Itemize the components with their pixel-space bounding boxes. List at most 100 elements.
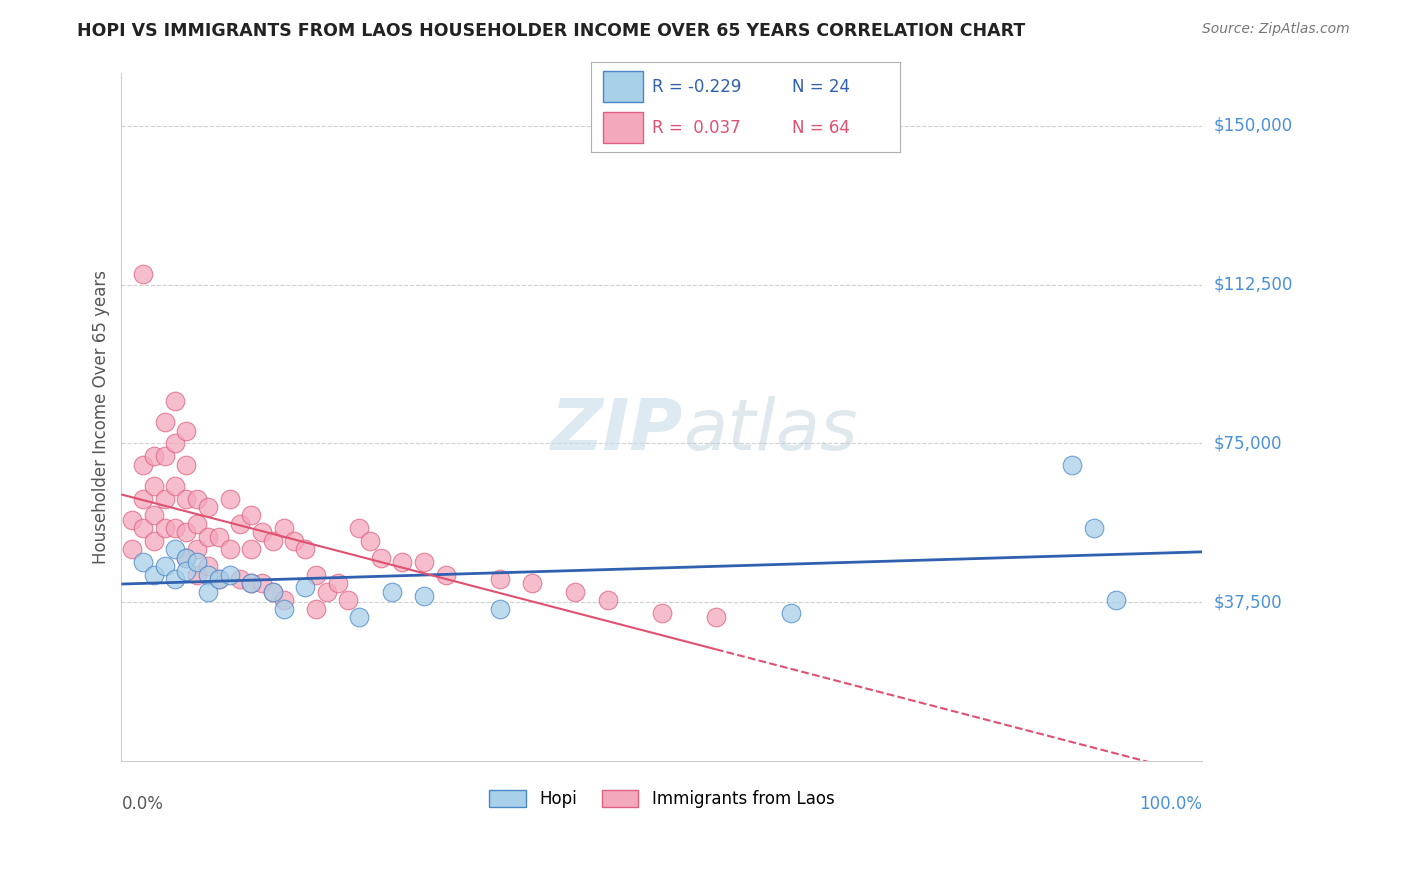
Point — [153, 491, 176, 506]
Point — [165, 394, 187, 409]
Point — [142, 479, 165, 493]
Point — [391, 555, 413, 569]
Point — [780, 606, 803, 620]
Point — [165, 572, 187, 586]
Point — [1104, 593, 1126, 607]
Point — [142, 449, 165, 463]
Point — [165, 436, 187, 450]
Text: Source: ZipAtlas.com: Source: ZipAtlas.com — [1202, 22, 1350, 37]
Point — [240, 508, 263, 523]
Point — [165, 479, 187, 493]
Point — [240, 542, 263, 557]
FancyBboxPatch shape — [603, 71, 643, 102]
Point — [197, 530, 219, 544]
Point — [381, 584, 404, 599]
Point — [273, 601, 295, 615]
Point — [142, 508, 165, 523]
Point — [208, 530, 231, 544]
Point — [132, 267, 155, 281]
Point — [413, 555, 436, 569]
Point — [121, 513, 143, 527]
Point — [337, 593, 360, 607]
Point — [250, 525, 273, 540]
Text: HOPI VS IMMIGRANTS FROM LAOS HOUSEHOLDER INCOME OVER 65 YEARS CORRELATION CHART: HOPI VS IMMIGRANTS FROM LAOS HOUSEHOLDER… — [77, 22, 1025, 40]
Point — [218, 491, 240, 506]
Point — [174, 458, 197, 472]
FancyBboxPatch shape — [603, 112, 643, 143]
Point — [197, 584, 219, 599]
Point — [326, 576, 349, 591]
Point — [153, 521, 176, 535]
Point — [121, 542, 143, 557]
Text: $37,500: $37,500 — [1213, 593, 1282, 611]
Point — [262, 533, 284, 548]
Point — [174, 525, 197, 540]
Point — [132, 458, 155, 472]
Point — [250, 576, 273, 591]
Point — [370, 550, 392, 565]
Point — [197, 559, 219, 574]
Point — [186, 516, 208, 531]
Point — [520, 576, 543, 591]
Point — [197, 567, 219, 582]
Text: $150,000: $150,000 — [1213, 117, 1292, 135]
Point — [186, 491, 208, 506]
Point — [142, 567, 165, 582]
Point — [174, 424, 197, 438]
Point — [229, 572, 252, 586]
Point — [294, 542, 316, 557]
Text: $112,500: $112,500 — [1213, 276, 1292, 293]
Y-axis label: Householder Income Over 65 years: Householder Income Over 65 years — [93, 270, 110, 564]
Point — [305, 567, 328, 582]
Point — [142, 533, 165, 548]
Point — [1083, 521, 1105, 535]
Point — [564, 584, 586, 599]
Point — [434, 567, 457, 582]
Point — [305, 601, 328, 615]
Point — [596, 593, 619, 607]
Point — [488, 572, 510, 586]
Point — [132, 491, 155, 506]
Point — [240, 576, 263, 591]
Point — [174, 550, 197, 565]
Text: ZIP: ZIP — [551, 396, 683, 466]
Point — [1062, 458, 1084, 472]
Legend: Hopi, Immigrants from Laos: Hopi, Immigrants from Laos — [482, 783, 841, 814]
Text: N = 24: N = 24 — [792, 78, 849, 95]
Point — [174, 550, 197, 565]
Point — [165, 521, 187, 535]
Point — [359, 533, 381, 548]
Point — [704, 610, 727, 624]
Text: 0.0%: 0.0% — [121, 796, 163, 814]
Point — [208, 572, 231, 586]
Point — [218, 542, 240, 557]
Point — [186, 567, 208, 582]
Point — [174, 564, 197, 578]
Point — [651, 606, 673, 620]
Point — [273, 593, 295, 607]
Point — [197, 500, 219, 514]
Point — [347, 521, 370, 535]
Point — [218, 567, 240, 582]
Text: $75,000: $75,000 — [1213, 434, 1282, 452]
Point — [240, 576, 263, 591]
Point — [165, 542, 187, 557]
Point — [174, 491, 197, 506]
Text: R =  0.037: R = 0.037 — [652, 119, 741, 136]
Point — [294, 581, 316, 595]
Point — [413, 589, 436, 603]
Text: R = -0.229: R = -0.229 — [652, 78, 742, 95]
Point — [347, 610, 370, 624]
Point — [186, 542, 208, 557]
Point — [262, 584, 284, 599]
Point — [186, 555, 208, 569]
Point — [208, 572, 231, 586]
Point — [132, 521, 155, 535]
Text: 100.0%: 100.0% — [1139, 796, 1202, 814]
Point — [229, 516, 252, 531]
Text: atlas: atlas — [683, 396, 858, 466]
Point — [488, 601, 510, 615]
Point — [153, 449, 176, 463]
Point — [262, 584, 284, 599]
Text: N = 64: N = 64 — [792, 119, 849, 136]
